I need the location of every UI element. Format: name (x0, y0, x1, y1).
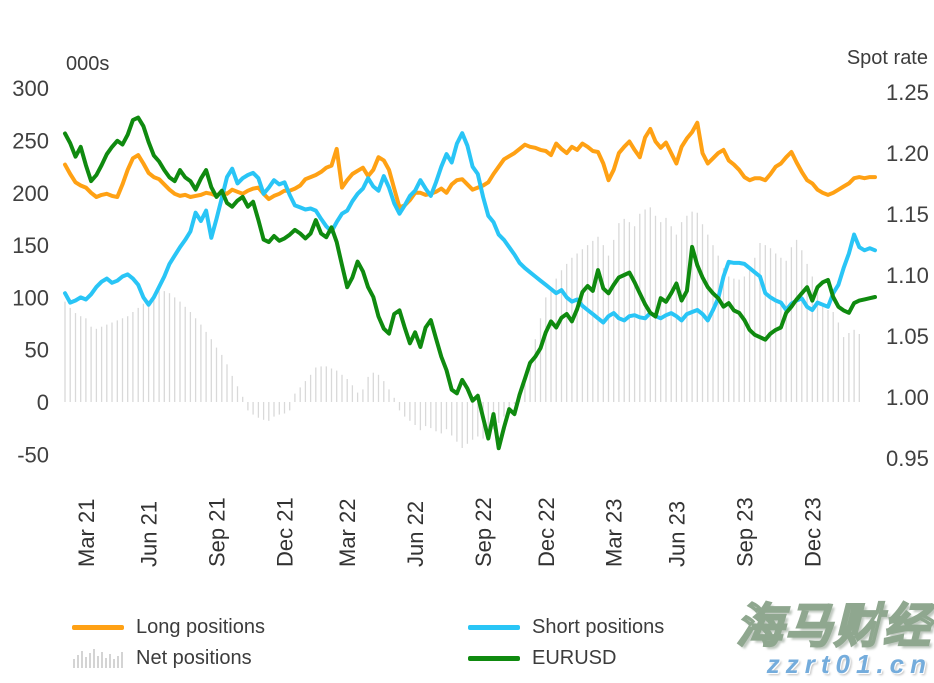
short-positions-line (63, 131, 877, 325)
left-axis-tick: 150 (12, 233, 49, 258)
left-axis-tick: 50 (25, 338, 49, 363)
long-positions-line-icon (72, 624, 124, 630)
chart-legend: Long positions Short positions Net posit… (72, 614, 664, 671)
right-axis-tick: 1.10 (886, 263, 929, 288)
x-axis-tick: Mar 23 (602, 499, 627, 567)
net-positions-bars (64, 207, 860, 448)
legend-label-long-positions: Long positions (136, 616, 265, 638)
right-axis-unit-label: Spot rate (847, 47, 928, 69)
x-axis-tick: Dec 23 (800, 497, 825, 567)
eurusd-line-icon (468, 655, 520, 661)
x-axis-tick: Jun 23 (664, 501, 689, 567)
left-axis-tick: 100 (12, 285, 49, 310)
right-axis-tick: 1.15 (886, 202, 929, 227)
legend-item-eurusd: EURUSD (468, 645, 664, 671)
eurusd-line (63, 115, 877, 451)
x-axis-tick: Jun 22 (403, 501, 428, 567)
x-axis-tick: Mar 21 (74, 499, 99, 567)
net-positions-bars-icon (72, 647, 124, 669)
legend-label-net-positions: Net positions (136, 647, 252, 669)
right-axis-tick: 1.25 (886, 80, 929, 105)
left-axis-tick: 0 (37, 390, 49, 415)
x-axis-tick: Jun 21 (137, 501, 162, 567)
x-axis-tick: Sep 21 (205, 497, 230, 567)
left-axis-tick: 300 (12, 76, 49, 101)
legend-item-short-positions: Short positions (468, 614, 664, 640)
x-axis-tick: Dec 22 (534, 497, 559, 567)
x-axis-tick: Mar 22 (335, 499, 360, 567)
left-axis-tick: -50 (17, 442, 49, 467)
short-positions-line-icon (468, 624, 520, 630)
right-axis-tick: 1.05 (886, 324, 929, 349)
left-axis-tick: 250 (12, 129, 49, 154)
x-axis-tick: Dec 21 (273, 497, 298, 567)
left-axis-tick: 200 (12, 181, 49, 206)
legend-label-eurusd: EURUSD (532, 647, 617, 669)
x-axis-tick: Sep 23 (732, 497, 757, 567)
left-axis-unit-label: 000s (66, 53, 109, 75)
legend-label-short-positions: Short positions (532, 616, 665, 638)
x-axis-tick: Sep 22 (471, 497, 496, 567)
right-axis-tick: 1.20 (886, 141, 929, 166)
right-axis-tick: 0.95 (886, 446, 929, 471)
long-positions-line (63, 120, 877, 210)
legend-item-net-positions: Net positions (72, 645, 468, 671)
legend-item-long-positions: Long positions (72, 614, 468, 640)
right-axis-tick: 1.00 (886, 385, 929, 410)
